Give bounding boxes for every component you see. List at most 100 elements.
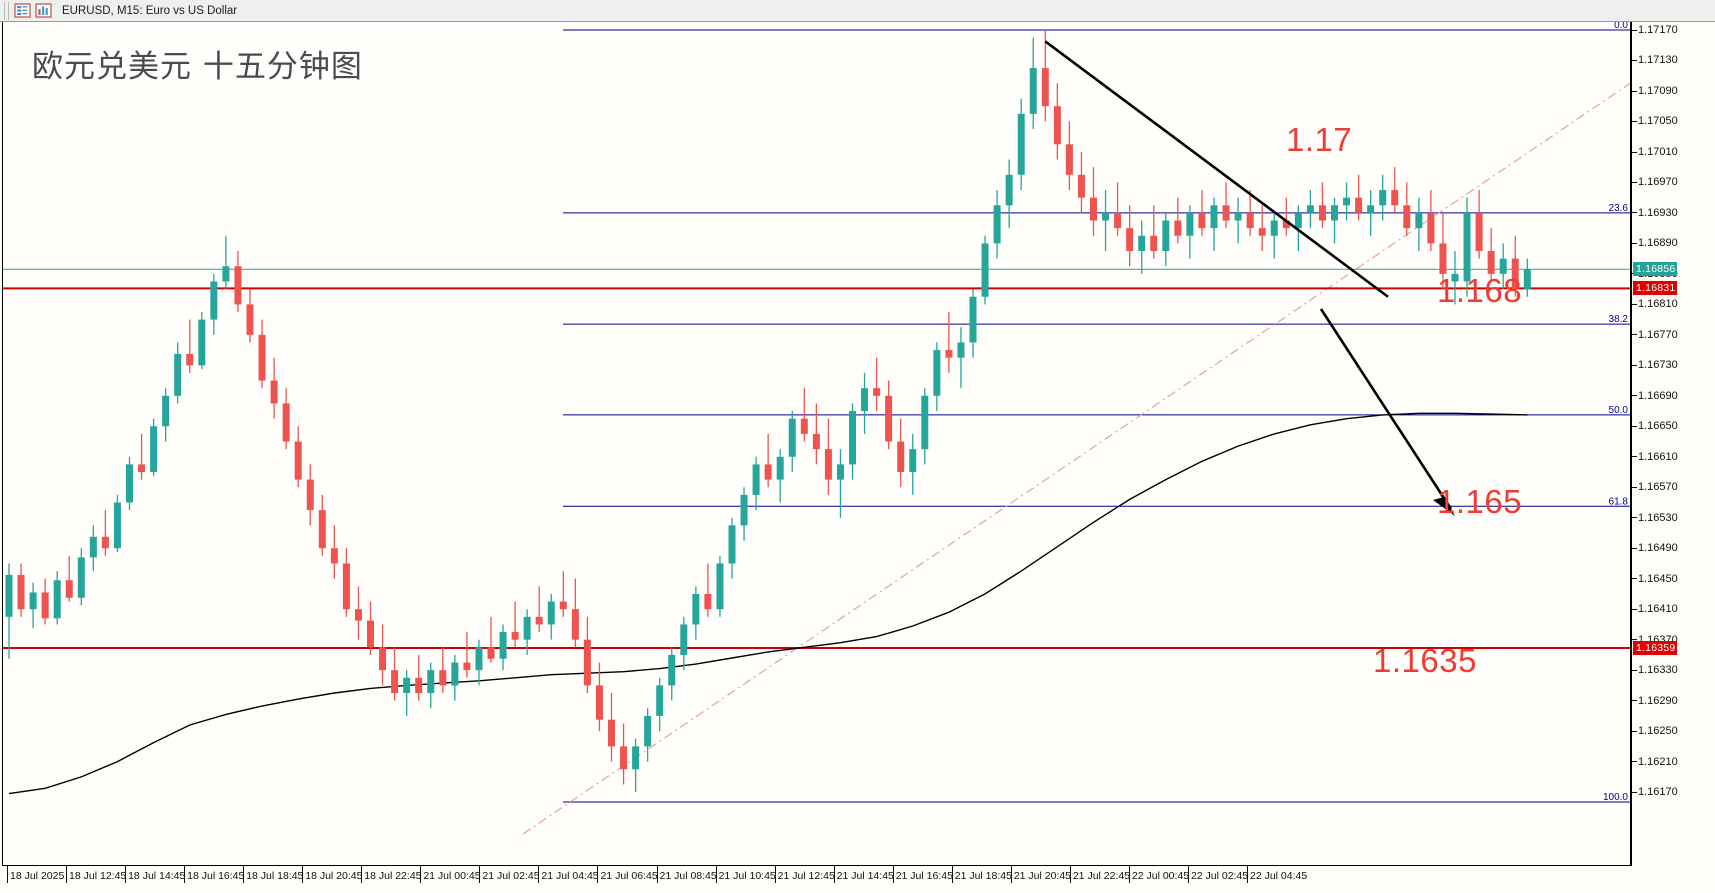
time-axis-tick: 21 Jul 16:45 xyxy=(892,866,953,883)
candlestick xyxy=(680,616,688,671)
time-axis-tick: 21 Jul 00:45 xyxy=(420,866,481,883)
candlestick xyxy=(1017,98,1025,191)
candlestick xyxy=(1210,197,1218,252)
price-axis-tick: 1.16330 xyxy=(1632,664,1678,676)
candlestick xyxy=(1331,197,1338,244)
annotation-1-17: 1.17 xyxy=(1286,121,1353,158)
candlestick xyxy=(993,190,1001,259)
candlestick xyxy=(1439,212,1447,290)
time-axis-tick: 21 Jul 14:45 xyxy=(833,866,894,883)
candlestick xyxy=(126,456,133,511)
price-axis-tick: 1.17130 xyxy=(1632,54,1678,66)
candlestick xyxy=(1355,174,1363,221)
price-axis-tick: 1.16490 xyxy=(1632,542,1678,554)
price-axis-tick: 1.16570 xyxy=(1632,481,1678,493)
price-axis-tick: 1.16730 xyxy=(1632,359,1678,371)
price-axis-tick: 1.16450 xyxy=(1632,573,1678,585)
candlestick xyxy=(403,670,411,716)
candlestick xyxy=(1427,190,1435,252)
candlestick xyxy=(1198,190,1206,236)
candlestick xyxy=(1379,174,1387,221)
candlestick xyxy=(306,464,314,526)
candlestick xyxy=(692,586,700,640)
candlestick xyxy=(728,517,736,579)
time-axis[interactable]: 18 Jul 2025 18 Jul 12:45 18 Jul 14:45 18 Ju… xyxy=(2,866,1715,893)
price-axis-tick: 1.17050 xyxy=(1632,115,1678,127)
candlestick xyxy=(1029,37,1037,130)
price-axis-tick: 1.16290 xyxy=(1632,695,1678,707)
candlestick xyxy=(210,273,218,335)
candlestick xyxy=(945,311,953,373)
time-axis-tick: 21 Jul 20:45 xyxy=(1010,866,1071,883)
fib-level-label: 0.0 xyxy=(1614,22,1628,31)
candlestick xyxy=(186,319,194,373)
time-axis-tick: 21 Jul 06:45 xyxy=(597,866,658,883)
time-axis-tick: 18 Jul 22:45 xyxy=(361,866,422,883)
candlestick xyxy=(1258,205,1266,252)
price-axis-tick: 1.16530 xyxy=(1632,512,1678,524)
candlestick xyxy=(571,578,579,648)
candlestick xyxy=(824,418,832,495)
candlestick xyxy=(776,449,784,503)
candlestick xyxy=(1065,121,1073,191)
candlestick xyxy=(608,693,615,762)
chart-plot-area[interactable]: 0.0 23.6 38.2 50.0 61.8 100.0 xyxy=(2,22,1631,866)
annotation-1-168: 1.168 xyxy=(1437,272,1523,309)
resistance-price-tag: 1.16831 xyxy=(1633,281,1678,296)
chart-canvas: 0.0 23.6 38.2 50.0 61.8 100.0 xyxy=(3,22,1630,835)
candlestick xyxy=(487,616,495,663)
annotation-1-165: 1.165 xyxy=(1437,483,1523,520)
candlestick xyxy=(1511,235,1519,297)
candlestick xyxy=(1162,212,1170,267)
candlestick xyxy=(318,494,326,556)
fib-level-label: 50.0 xyxy=(1609,405,1629,416)
price-axis-tick: 1.16650 xyxy=(1632,420,1678,432)
price-axis-tick: 1.16690 xyxy=(1632,390,1678,402)
candlestick xyxy=(752,456,760,511)
candlestick xyxy=(511,601,519,648)
candlestick xyxy=(53,571,61,625)
time-axis-tick: 18 Jul 12:45 xyxy=(66,866,126,883)
candlestick xyxy=(1403,182,1411,236)
fib-level-label: 61.8 xyxy=(1609,496,1629,507)
bar-chart-icon[interactable] xyxy=(35,3,52,18)
candlestick xyxy=(1463,197,1471,297)
candlestick xyxy=(1451,251,1459,305)
candlestick xyxy=(812,403,820,465)
candlestick xyxy=(1114,182,1122,236)
candlestick xyxy=(800,388,808,442)
price-axis-tick: 1.16410 xyxy=(1632,603,1678,615)
price-axis-tick: 1.16210 xyxy=(1632,756,1678,768)
time-axis-tick: 21 Jul 10:45 xyxy=(715,866,776,883)
price-axis-tick: 1.16930 xyxy=(1632,207,1678,219)
window-title: EURUSD, M15: Euro vs US Dollar xyxy=(62,4,238,17)
candlestick xyxy=(342,548,350,617)
candlestick xyxy=(1294,205,1302,252)
time-axis-tick: 18 Jul 20:45 xyxy=(302,866,362,883)
candlestick xyxy=(921,388,929,465)
price-axis-tick: 1.17090 xyxy=(1632,85,1678,97)
candlestick xyxy=(1090,167,1097,236)
candlestick xyxy=(1306,190,1314,229)
candlestick xyxy=(174,342,182,404)
candlestick xyxy=(583,616,591,694)
candlestick xyxy=(367,601,374,655)
price-axis-tick: 1.16810 xyxy=(1632,298,1678,310)
price-axis-tick: 1.17170 xyxy=(1632,24,1678,36)
candlestick xyxy=(1186,205,1194,259)
drag-grip[interactable] xyxy=(4,1,9,20)
price-axis[interactable]: 1.17170 1.17130 1.17090 1.17050 1.17010 1.169… xyxy=(1631,22,1715,866)
time-axis-tick: 21 Jul 22:45 xyxy=(1069,866,1130,883)
candlestick xyxy=(258,319,266,389)
candlestick xyxy=(77,548,85,606)
chart-list-icon[interactable] xyxy=(14,3,31,18)
price-axis-tick: 1.16890 xyxy=(1632,237,1678,249)
candlestick xyxy=(499,624,507,671)
candlestick xyxy=(138,433,146,480)
candlestick xyxy=(1318,182,1326,229)
time-axis-tick: 22 Jul 04:45 xyxy=(1247,866,1307,883)
candlestick xyxy=(897,418,905,488)
candlestick xyxy=(89,525,97,572)
candlestick xyxy=(644,708,652,762)
window-titlebar: EURUSD, M15: Euro vs US Dollar xyxy=(0,0,1715,22)
